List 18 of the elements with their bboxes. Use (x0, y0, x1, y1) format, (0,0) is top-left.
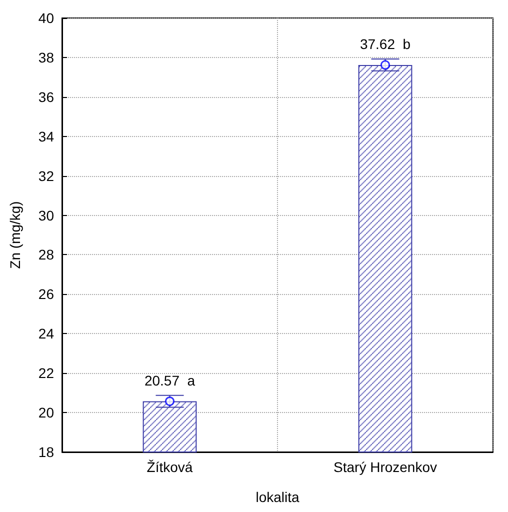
y-tick-label: 26 (38, 286, 54, 302)
y-tick-label: 22 (38, 365, 54, 382)
y-tick-label: 36 (38, 88, 54, 105)
y-tick-label: 28 (38, 246, 54, 263)
y-tick-label: 34 (38, 128, 54, 144)
y-tick-label: 18 (38, 444, 54, 460)
y-tick-label: 32 (38, 168, 54, 184)
x-tick-label: Starý Hrozenkov (334, 459, 437, 475)
x-axis-title: lokalita (256, 489, 300, 505)
y-tick-label: 24 (38, 326, 54, 342)
x-tick-label: Žítková (146, 459, 193, 475)
data-label: 37.62 b (360, 36, 411, 52)
data-label: 20.57 a (144, 372, 196, 388)
y-tick-label: 30 (38, 207, 54, 224)
y-axis-title: Zn (mg/kg) (7, 201, 23, 269)
y-tick-label: 38 (38, 49, 54, 66)
y-tick-label: 40 (38, 10, 54, 26)
y-tick-label: 20 (38, 404, 54, 421)
